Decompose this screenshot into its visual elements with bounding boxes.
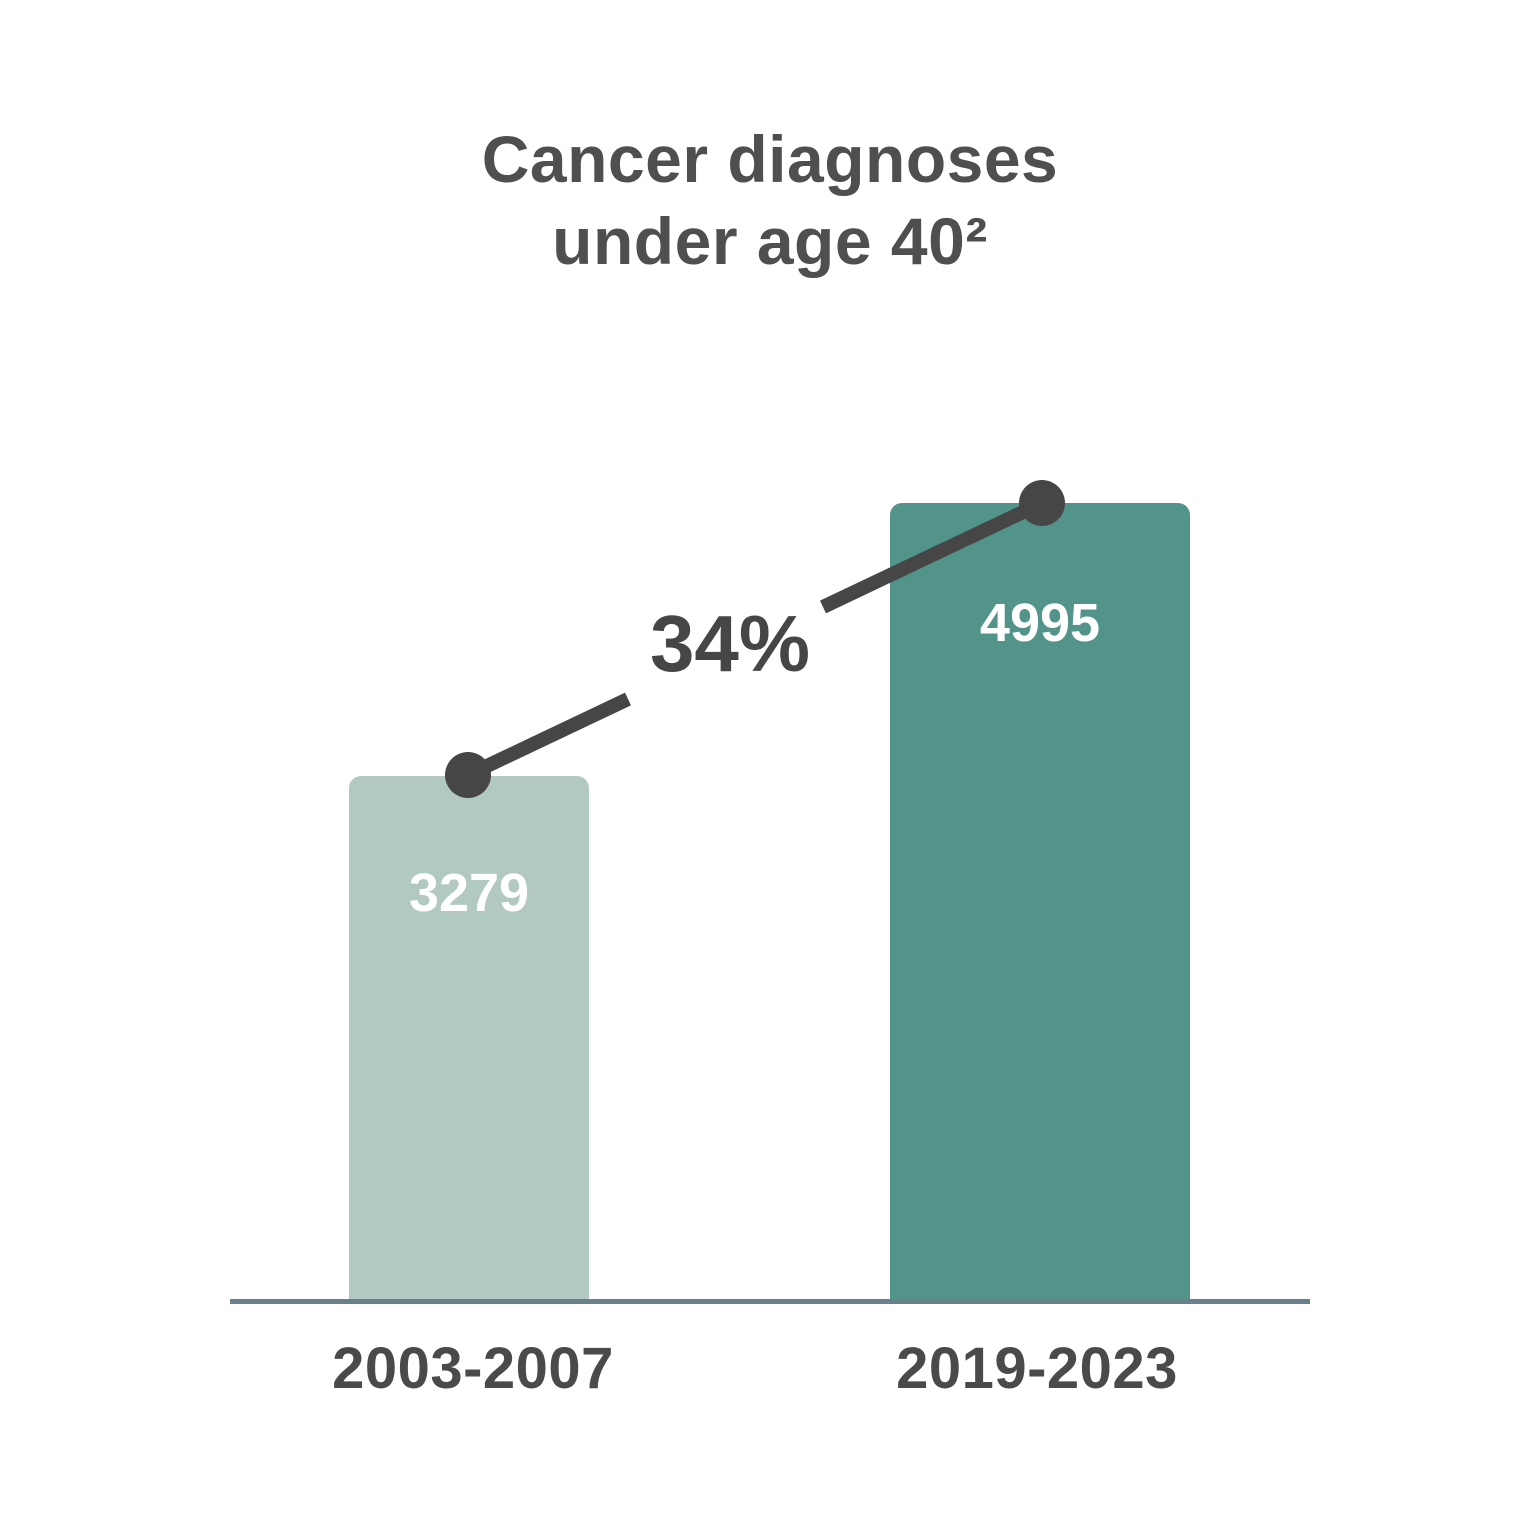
bar-2019-2023: 4995: [890, 503, 1190, 1300]
connector-line-left-segment: [464, 692, 632, 782]
chart-title-line1: Cancer diagnoses: [481, 122, 1059, 196]
bar-value-label-2019-2023: 4995: [979, 593, 1101, 653]
category-label-2019-2023: 2019-2023: [896, 1336, 1178, 1401]
x-axis-line: [230, 1299, 1310, 1304]
chart-title: Cancer diagnoses under age 40²: [0, 118, 1540, 282]
percent-change-label: 34%: [649, 599, 811, 688]
chart-title-line2: under age 40²: [552, 204, 988, 278]
bar-value-label-2003-2007: 3279: [408, 863, 530, 923]
category-label-2003-2007: 2003-2007: [332, 1336, 614, 1401]
bar-2003-2007: 3279: [349, 776, 589, 1300]
